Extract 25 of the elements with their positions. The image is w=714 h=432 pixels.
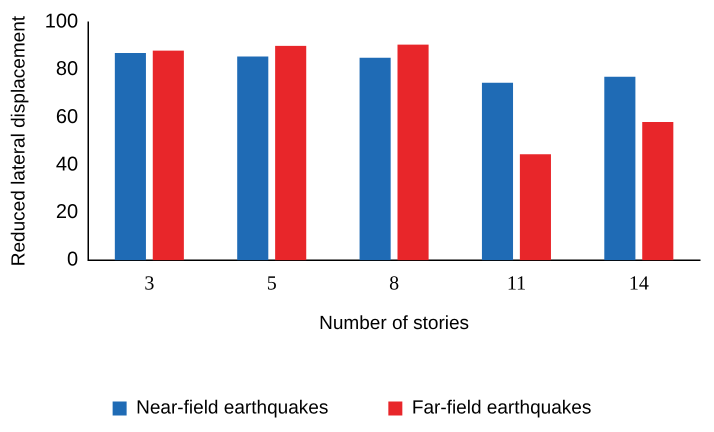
y-tick-label: 60 — [56, 106, 78, 128]
x-tick-label: 3 — [144, 272, 154, 294]
y-tick-label: 0 — [67, 248, 78, 271]
x-tick-label: 5 — [266, 272, 277, 294]
legend-label: Far-field earthquakes — [412, 398, 592, 419]
y-tick-label: 100 — [44, 10, 78, 33]
y-tick-label: 40 — [56, 153, 78, 176]
bar — [152, 50, 184, 260]
bar — [275, 46, 306, 260]
legend-label: Near-field earthquakes — [136, 398, 328, 419]
bar — [360, 58, 391, 260]
y-tick-label: 20 — [56, 201, 78, 224]
y-tick-label: 80 — [56, 58, 78, 80]
bar — [604, 76, 636, 260]
x-tick-label: 8 — [389, 272, 400, 294]
bar — [482, 82, 514, 260]
bar — [642, 122, 674, 260]
x-tick-label: 14 — [628, 272, 649, 294]
x-tick-label: 11 — [506, 272, 526, 294]
bar — [520, 154, 551, 260]
x-axis-title: Number of stories — [319, 312, 470, 334]
bar — [398, 44, 429, 260]
bar — [114, 52, 146, 260]
bar — [237, 56, 268, 260]
y-axis-title: Reduced lateral displacement — [8, 15, 30, 266]
